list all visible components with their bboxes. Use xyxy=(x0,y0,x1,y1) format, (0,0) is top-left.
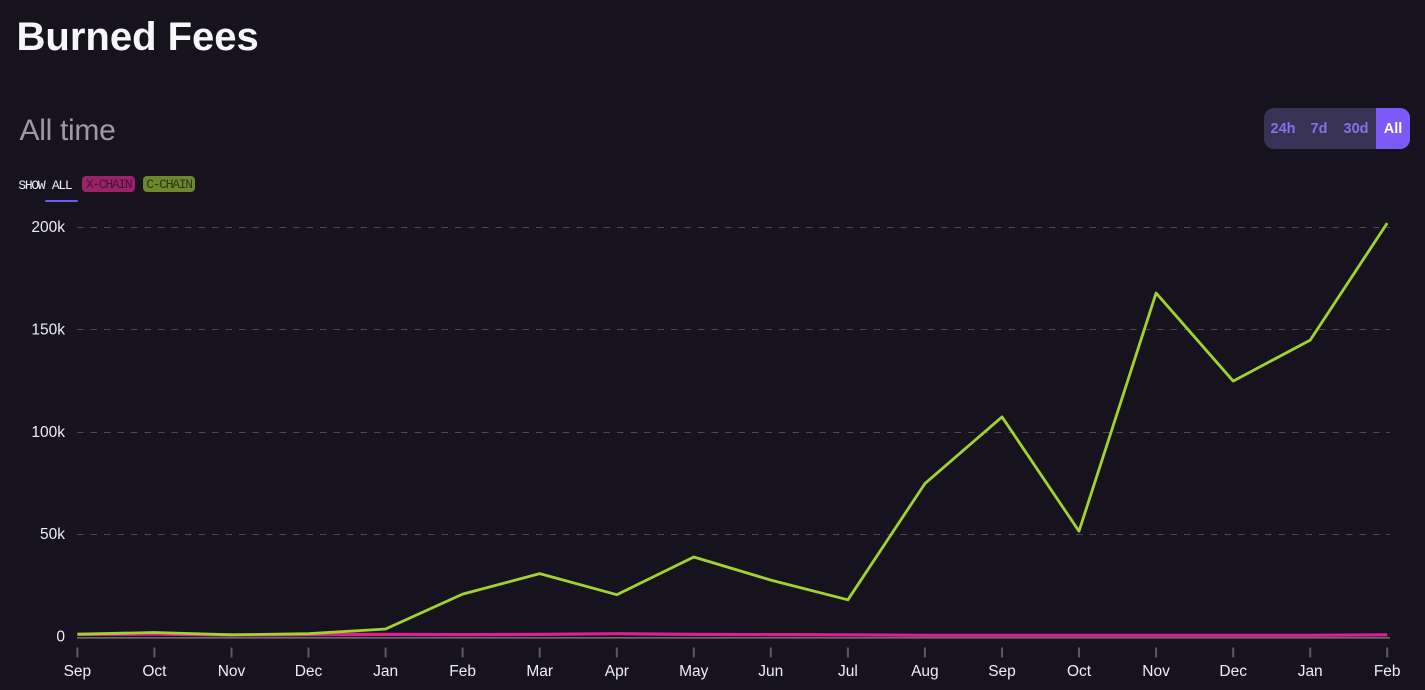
svg-text:Feb: Feb xyxy=(449,663,476,680)
svg-text:Sep: Sep xyxy=(64,663,92,680)
svg-text:50k: 50k xyxy=(40,526,65,543)
svg-text:Sep: Sep xyxy=(988,663,1016,680)
svg-text:Dec: Dec xyxy=(1219,663,1247,680)
svg-text:200k: 200k xyxy=(31,219,65,236)
svg-text:Jun: Jun xyxy=(758,663,783,680)
svg-text:Mar: Mar xyxy=(526,663,553,680)
svg-text:150k: 150k xyxy=(31,322,65,339)
svg-text:Apr: Apr xyxy=(605,663,629,680)
svg-text:Aug: Aug xyxy=(911,663,939,680)
svg-text:Jan: Jan xyxy=(373,663,398,680)
svg-text:Oct: Oct xyxy=(1067,663,1092,680)
svg-text:Feb: Feb xyxy=(1374,663,1401,680)
svg-text:100k: 100k xyxy=(31,424,65,441)
svg-text:0: 0 xyxy=(56,628,65,645)
svg-text:Nov: Nov xyxy=(218,663,246,680)
svg-text:Dec: Dec xyxy=(295,663,323,680)
svg-text:Oct: Oct xyxy=(142,663,167,680)
svg-text:Jan: Jan xyxy=(1298,663,1323,680)
svg-text:May: May xyxy=(679,663,709,680)
svg-text:Jul: Jul xyxy=(838,663,858,680)
svg-text:Nov: Nov xyxy=(1142,663,1170,680)
